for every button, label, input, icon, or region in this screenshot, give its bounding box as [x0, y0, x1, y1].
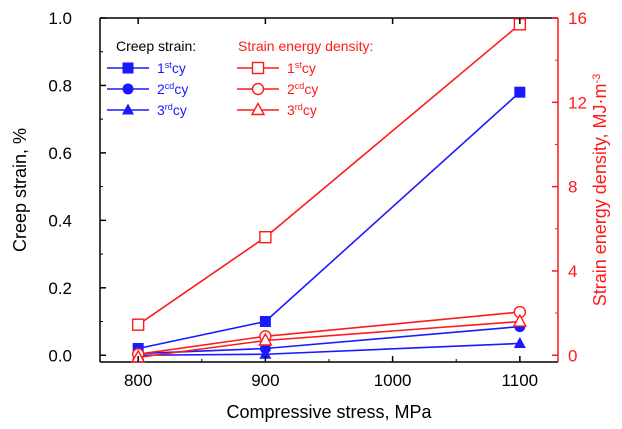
legend-title-creep: Creep strain:	[116, 38, 196, 54]
data-point-2	[512, 313, 528, 327]
legend-entry-energy-2: 3rdcy	[237, 102, 317, 118]
data-point-0	[131, 318, 145, 331]
data-point-1	[259, 316, 271, 328]
x-tick-label-0: 800	[124, 371, 152, 390]
data-point-1	[259, 347, 272, 359]
y2-tick-label-1: 4	[568, 262, 577, 281]
y-tick-label-3: 0.6	[48, 144, 72, 163]
legend-marker	[122, 103, 134, 115]
legend-label: 3rdcy	[157, 102, 187, 118]
data-point-1	[259, 231, 272, 244]
legend: Creep strain: Strain energy density: 1stcy…	[107, 38, 373, 118]
y2-tick-label-3: 12	[568, 93, 587, 112]
series-creep-2	[132, 321, 526, 360]
data-point-2	[514, 86, 526, 98]
series-layer	[130, 18, 528, 363]
y2-tick-label-2: 8	[568, 178, 577, 197]
y-axis-title: Creep strain, %	[10, 128, 30, 252]
y2-axis-title: Strain energy density, MJ·m-3	[590, 74, 610, 307]
legend-marker	[251, 61, 265, 75]
series-line	[138, 91, 521, 350]
legend-marker	[122, 83, 134, 95]
legend-entry-creep-2: 3rdcy	[107, 102, 187, 118]
legend-marker	[250, 102, 266, 116]
y2-tick-label-0: 0	[568, 346, 577, 365]
legend-label: 1stcy	[157, 60, 186, 76]
data-point-1	[258, 332, 273, 346]
y-tick-label-5: 1.0	[48, 9, 72, 28]
plot-frame	[99, 17, 559, 363]
x-tick-label-3: 1100	[502, 371, 539, 390]
legend-label: 2cdcy	[157, 81, 188, 97]
series-line	[138, 311, 520, 355]
legend-entry-creep-0: 1stcy	[107, 60, 186, 76]
y2-axis-title-main: Strain energy density, MJ·m	[590, 84, 610, 307]
series-energy-1	[131, 18, 527, 331]
y-tick-label-4: 0.8	[48, 76, 72, 95]
legend-label: 3rdcy	[287, 102, 317, 118]
legend-marker	[251, 82, 265, 96]
x-tick-label-1: 900	[251, 371, 279, 390]
legend-label: 1stcy	[287, 60, 316, 76]
legend-title-energy: Strain energy density:	[238, 38, 373, 54]
y-tick-label-1: 0.2	[48, 279, 72, 298]
legend-entry-creep-1: 2cdcy	[107, 81, 188, 97]
x-tick-label-2: 1000	[374, 371, 412, 390]
legend-entry-energy-1: 2cdcy	[237, 81, 318, 97]
x-axis-title: Compressive stress, MPa	[226, 402, 432, 422]
tick-layer: 800 900 1000 1100 0.0 0.2 0.4 0.6 0.8 1.0 0 4 8 12 16	[48, 9, 587, 390]
legend-marker	[122, 62, 134, 74]
legend-entry-energy-0: 1stcy	[237, 60, 316, 76]
y2-tick-label-4: 16	[568, 9, 587, 28]
series-creep-3	[132, 336, 526, 360]
y2-axis-title-sup: -3	[591, 74, 603, 84]
series-line	[137, 23, 521, 326]
y-tick-label-0: 0.0	[48, 346, 72, 365]
series-creep-1	[132, 86, 526, 355]
legend-label: 2cdcy	[287, 81, 318, 97]
data-point-2	[513, 336, 526, 348]
y-tick-label-2: 0.4	[48, 211, 72, 230]
